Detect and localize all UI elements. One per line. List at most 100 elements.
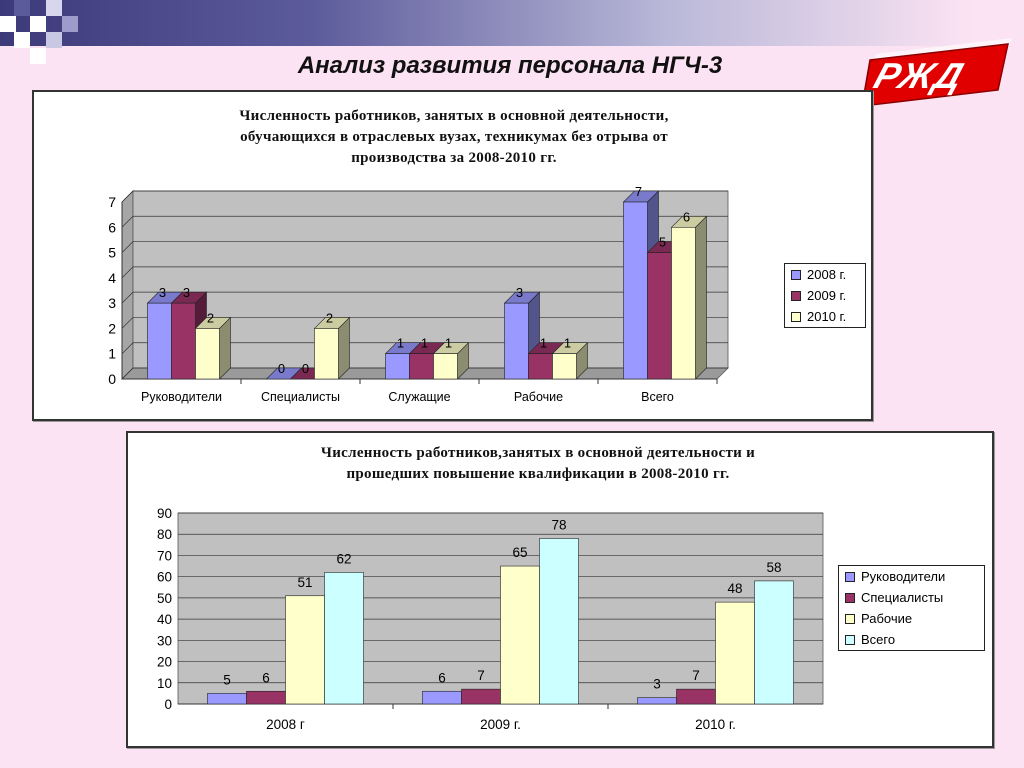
y-tick-label: 70 <box>157 548 172 563</box>
y-tick-label: 0 <box>164 697 172 712</box>
legend-label: Специалисты <box>861 590 944 605</box>
data-label: 6 <box>438 670 446 685</box>
legend-item: Всего <box>839 629 984 650</box>
data-label: 65 <box>512 545 527 560</box>
bar-front <box>528 353 553 380</box>
logo-text: РЖД <box>869 56 970 96</box>
bar-front <box>314 328 339 380</box>
legend-swatch <box>845 613 855 624</box>
decor-square <box>46 32 62 48</box>
data-label: 6 <box>683 209 690 224</box>
bar <box>551 341 589 380</box>
bar <box>194 316 232 380</box>
rzd-logo: РЖД <box>862 38 1012 107</box>
chart-title: Численность работников, занятых в основн… <box>239 108 669 166</box>
data-label: 3 <box>183 285 190 300</box>
bar-front <box>433 353 458 380</box>
bar <box>539 538 579 705</box>
y-tick-label: 1 <box>108 346 116 362</box>
legend-label: Всего <box>861 632 896 647</box>
data-label: 2 <box>207 310 214 325</box>
data-label: 7 <box>477 668 485 683</box>
bar <box>637 697 677 705</box>
legend-swatch <box>791 311 801 322</box>
bar-front <box>504 302 529 380</box>
y-tick-label: 3 <box>108 295 116 311</box>
chart-panel-training: Численность работников, занятых в основн… <box>32 90 873 421</box>
bar <box>461 688 501 705</box>
data-label: 78 <box>551 517 566 532</box>
data-label: 0 <box>278 361 285 376</box>
bar-front <box>147 302 172 380</box>
y-tick-label: 40 <box>157 612 172 627</box>
gridline <box>121 190 728 203</box>
data-label: 51 <box>297 575 312 590</box>
legend-swatch <box>845 571 855 582</box>
data-label: 3 <box>159 285 166 300</box>
data-label: 1 <box>397 336 404 351</box>
data-label: 1 <box>445 336 452 351</box>
bar-front <box>195 328 220 380</box>
y-tick-label: 60 <box>157 570 172 585</box>
y-tick-label: 80 <box>157 527 172 542</box>
bar-front <box>552 353 577 380</box>
decor-square <box>30 16 46 32</box>
decor-square <box>14 32 30 48</box>
data-label: 3 <box>653 677 661 692</box>
x-tick-label: 2009 г. <box>480 717 521 732</box>
x-tick-label: Всего <box>641 390 674 404</box>
legend-item: Специалисты <box>839 587 984 608</box>
x-tick-label: Руководители <box>141 390 222 404</box>
bar-side <box>695 215 707 380</box>
data-label: 6 <box>262 670 270 685</box>
bar-front <box>671 226 696 380</box>
legend-swatch <box>791 269 801 280</box>
x-tick-label: Рабочие <box>514 390 563 404</box>
x-tick-label: 2010 г. <box>695 717 736 732</box>
chart-panel-qualification: Численность работников,занятых в основно… <box>126 431 994 748</box>
bar <box>207 693 247 705</box>
bar <box>754 580 794 705</box>
data-label: 62 <box>336 551 351 566</box>
decor-square <box>30 48 46 64</box>
legend-label: Руководители <box>861 569 946 584</box>
bar-front <box>623 201 648 380</box>
legend-label: 2008 г. <box>807 267 847 282</box>
bar <box>670 215 708 380</box>
bar <box>313 316 351 380</box>
bar <box>432 341 470 380</box>
legend-label: Рабочие <box>861 611 913 626</box>
chart-legend: Руководители Специалисты Рабочие Всего <box>838 565 985 651</box>
y-tick-label: 2 <box>108 320 116 336</box>
data-label: 7 <box>692 668 700 683</box>
x-tick-label: Специалисты <box>261 390 340 404</box>
data-label: 3 <box>516 285 523 300</box>
bar <box>246 690 286 705</box>
data-label: 5 <box>659 235 666 250</box>
chart-legend: 2008 г. 2009 г. 2010 г. <box>784 263 866 328</box>
side-wall <box>121 190 134 380</box>
data-label: 2 <box>326 310 333 325</box>
legend-label: 2010 г. <box>807 309 847 324</box>
y-tick-label: 4 <box>108 270 116 286</box>
y-tick-label: 6 <box>108 219 116 235</box>
data-label: 1 <box>540 336 547 351</box>
y-tick-label: 90 <box>157 506 172 521</box>
legend-label: 2009 г. <box>807 288 847 303</box>
legend-swatch <box>845 592 855 603</box>
gridline <box>121 215 728 228</box>
legend-item: 2009 г. <box>785 285 865 306</box>
legend-item: Руководители <box>839 566 984 587</box>
bar <box>715 601 755 705</box>
decor-square <box>62 16 78 32</box>
x-tick-label: 2008 г <box>266 717 305 732</box>
legend-item: 2008 г. <box>785 264 865 285</box>
page-title: Анализ развития персонала НГЧ-3 <box>297 52 723 79</box>
y-tick-label: 7 <box>108 194 116 210</box>
legend-item: Рабочие <box>839 608 984 629</box>
y-tick-label: 20 <box>157 655 172 670</box>
data-label: 5 <box>223 672 231 687</box>
legend-swatch <box>845 634 855 645</box>
bar <box>500 565 540 705</box>
bar <box>285 595 325 705</box>
